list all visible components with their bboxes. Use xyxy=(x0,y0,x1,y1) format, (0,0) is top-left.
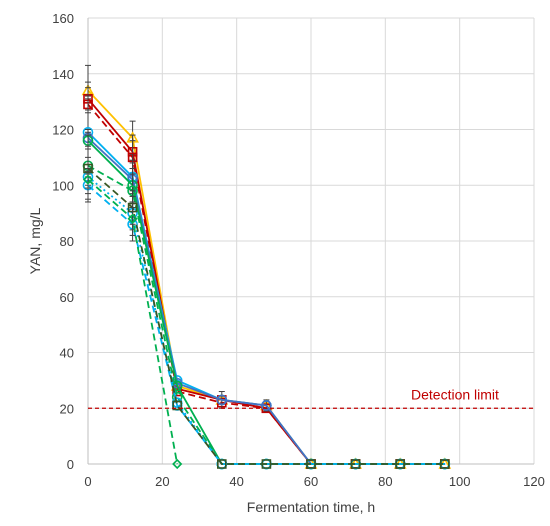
data-point xyxy=(172,400,182,411)
data-point xyxy=(439,459,450,469)
series-10 xyxy=(83,134,450,469)
y-axis-title: YAN, mg/L xyxy=(27,207,43,274)
y-tick-label: 20 xyxy=(60,401,74,416)
data-point xyxy=(261,459,272,469)
y-tick-label: 120 xyxy=(52,123,74,138)
series-line xyxy=(87,164,445,465)
data-point xyxy=(127,213,138,224)
gridlines xyxy=(87,17,535,465)
y-tick-labels: 0 20 40 60 80 100 120 140 160 xyxy=(52,11,74,472)
y-tick-label: 40 xyxy=(60,346,74,361)
data-point xyxy=(172,458,183,470)
x-tick-label: 20 xyxy=(155,474,169,489)
data-point xyxy=(82,174,94,185)
y-tick-label: 60 xyxy=(60,290,74,305)
series-group xyxy=(81,64,452,470)
data-point xyxy=(306,459,316,469)
y-tick-label: 160 xyxy=(52,11,74,26)
data-point xyxy=(395,459,406,469)
data-point xyxy=(216,394,228,406)
series-3 xyxy=(83,95,450,469)
x-tick-label: 60 xyxy=(304,474,318,489)
x-tick-label: 0 xyxy=(84,474,91,489)
y-tick-label: 0 xyxy=(67,457,74,472)
y-tick-label: 100 xyxy=(52,178,74,193)
x-tick-label: 40 xyxy=(229,474,243,489)
y-tick-label: 80 xyxy=(60,234,74,249)
x-tick-label: 120 xyxy=(523,474,545,489)
series-11 xyxy=(82,170,183,470)
data-point xyxy=(217,459,227,469)
detection-limit-label: Detection limit xyxy=(411,386,499,402)
x-tick-label: 100 xyxy=(449,474,471,489)
x-tick-label: 80 xyxy=(378,474,392,489)
x-tick-labels: 0 20 40 60 80 100 120 xyxy=(84,474,544,489)
series-line xyxy=(87,167,445,465)
x-axis-title: Fermentation time, h xyxy=(247,499,375,515)
y-tick-label: 140 xyxy=(52,67,74,82)
detection-limit-group: Detection limit xyxy=(88,386,534,409)
data-point xyxy=(261,400,272,411)
series-line xyxy=(87,131,445,465)
data-point xyxy=(350,459,361,469)
